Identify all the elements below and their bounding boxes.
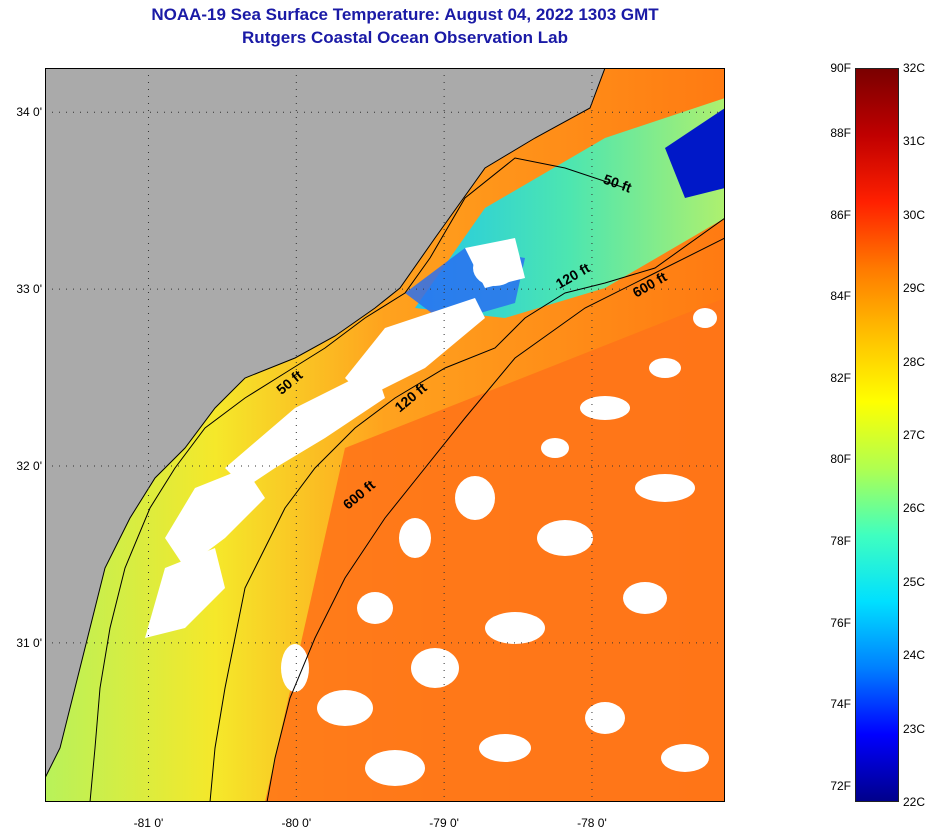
temperature-colorbar [855, 68, 899, 802]
cold-pocket [665, 108, 725, 198]
lat-tick-label-3: 31 0' [16, 635, 42, 650]
colorbar-c-label-6: 26C [903, 501, 926, 516]
land-mass [45, 68, 606, 779]
colorbar-f-label-5: 80F [830, 452, 851, 467]
lat-tick-label-2: 32 0' [16, 458, 42, 473]
warm-gulf-stream [265, 298, 725, 802]
colorbar-c-label-9: 23C [903, 721, 926, 736]
colorbar-f-label-8: 74F [830, 697, 851, 712]
lon-tick-label-3: -78 0' [577, 816, 607, 830]
cloud-cover [145, 238, 717, 786]
colorbar-f-label-7: 76F [830, 615, 851, 630]
graticule [45, 68, 725, 802]
colorbar-f-label-3: 84F [830, 289, 851, 304]
sst-map[interactable]: 50 ft 120 ft 600 ft 50 ft 120 ft 600 ft [45, 68, 725, 802]
lon-tick-label-2: -79 0' [429, 816, 459, 830]
colorbar-c-label-3: 29C [903, 281, 926, 296]
lat-tick-label-0: 34 0' [16, 105, 42, 120]
colorbar-c-label-5: 27C [903, 428, 926, 442]
lon-tick-label-1: -80 0' [281, 816, 312, 830]
colorbar-f-label-6: 78F [830, 534, 851, 549]
colorbar-c-label-1: 31C [903, 134, 926, 149]
contour-600ft [266, 237, 725, 802]
contour-50ft [89, 157, 626, 802]
map-title: NOAA-19 Sea Surface Temperature: August … [151, 5, 659, 24]
map-frame [45, 68, 725, 802]
colorbar-c-label-7: 25C [903, 574, 926, 589]
lon-tick-label-0: -81 0' [133, 816, 164, 830]
colorbar-f-label-4: 82F [830, 370, 851, 385]
colorbar-f-label-1: 88F [830, 126, 851, 141]
colorbar-f-label-0: 90F [830, 61, 851, 75]
colorbar-c-label-8: 24C [903, 648, 926, 663]
map-subtitle: Rutgers Coastal Ocean Observation Lab [242, 28, 568, 47]
colorbar-c-label-4: 28C [903, 354, 926, 369]
colorbar-f-label-2: 86F [830, 207, 851, 222]
colorbar-c-label-0: 32C [903, 61, 926, 75]
contour-120ft [209, 217, 725, 802]
colorbar-c-label-10: 22C [903, 795, 926, 809]
lat-tick-label-1: 33 0' [16, 282, 42, 297]
colorbar-f-label-9: 72F [830, 778, 851, 793]
bathymetry-contours [89, 157, 725, 802]
colorbar-c-label-2: 30C [903, 207, 926, 222]
